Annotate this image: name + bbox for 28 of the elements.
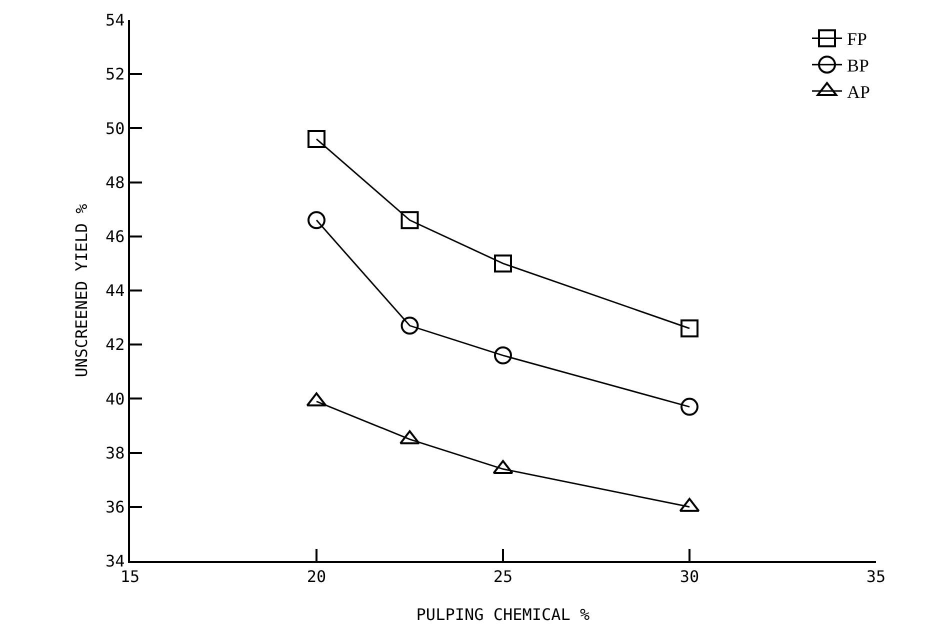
y-axis-title: UNSCREENED YIELD % [72, 203, 91, 378]
x-tick-label: 30 [680, 567, 700, 586]
y-tick-label: 50 [106, 118, 125, 138]
x-tick-label: 35 [866, 567, 886, 586]
legend-label: AP [847, 82, 870, 102]
y-tick-label: 36 [106, 498, 125, 516]
point [400, 430, 420, 444]
y-tick-label: 54 [106, 10, 125, 30]
point [308, 130, 326, 148]
point [494, 254, 512, 272]
point [680, 319, 698, 338]
y-tick-label: 42 [106, 335, 125, 354]
x-axis-title: PULPING CHEMICAL % [416, 605, 590, 624]
point [680, 398, 698, 416]
legend-label: FP [847, 29, 868, 50]
y-tick-label: 38 [106, 443, 125, 462]
point [400, 211, 419, 230]
point [494, 346, 512, 364]
y-tick-label: 44 [106, 281, 125, 300]
y-tick-label: 52 [106, 64, 125, 84]
legend-label: BP [847, 56, 870, 76]
y-tick-label: 48 [106, 172, 125, 192]
x-tick-label: 20 [306, 567, 326, 586]
x-tick-label: 25 [493, 567, 513, 586]
y-tick-label: 40 [106, 389, 125, 408]
point [400, 316, 419, 335]
y-tick-label: 46 [106, 227, 125, 246]
point [308, 211, 326, 230]
